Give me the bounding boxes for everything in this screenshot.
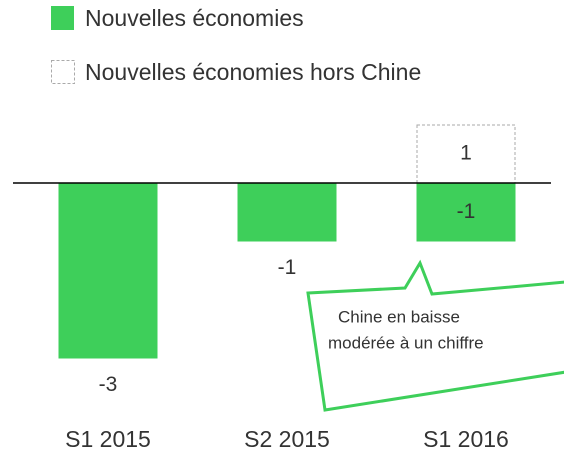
value-label: -1: [278, 256, 297, 279]
legend-swatch: [51, 60, 75, 84]
bar: [237, 183, 337, 242]
legend-swatch: [51, 6, 74, 30]
value-label: -1: [457, 200, 476, 223]
legend-label: Nouvelles économies: [85, 5, 304, 31]
x-tick-label: S1 2015: [65, 426, 151, 452]
value-label: -3: [99, 373, 118, 396]
callout: [306, 259, 564, 412]
value-label: 1: [460, 141, 472, 164]
bar: [58, 183, 158, 359]
annotation: modérée à un chiffre: [328, 333, 484, 352]
annotation: Chine en baisse: [338, 307, 460, 326]
x-tick-label: S2 2015: [244, 426, 330, 452]
bar: [416, 183, 516, 242]
legend-label: Nouvelles économies hors Chine: [85, 59, 421, 85]
x-tick-label: S1 2016: [423, 426, 509, 452]
